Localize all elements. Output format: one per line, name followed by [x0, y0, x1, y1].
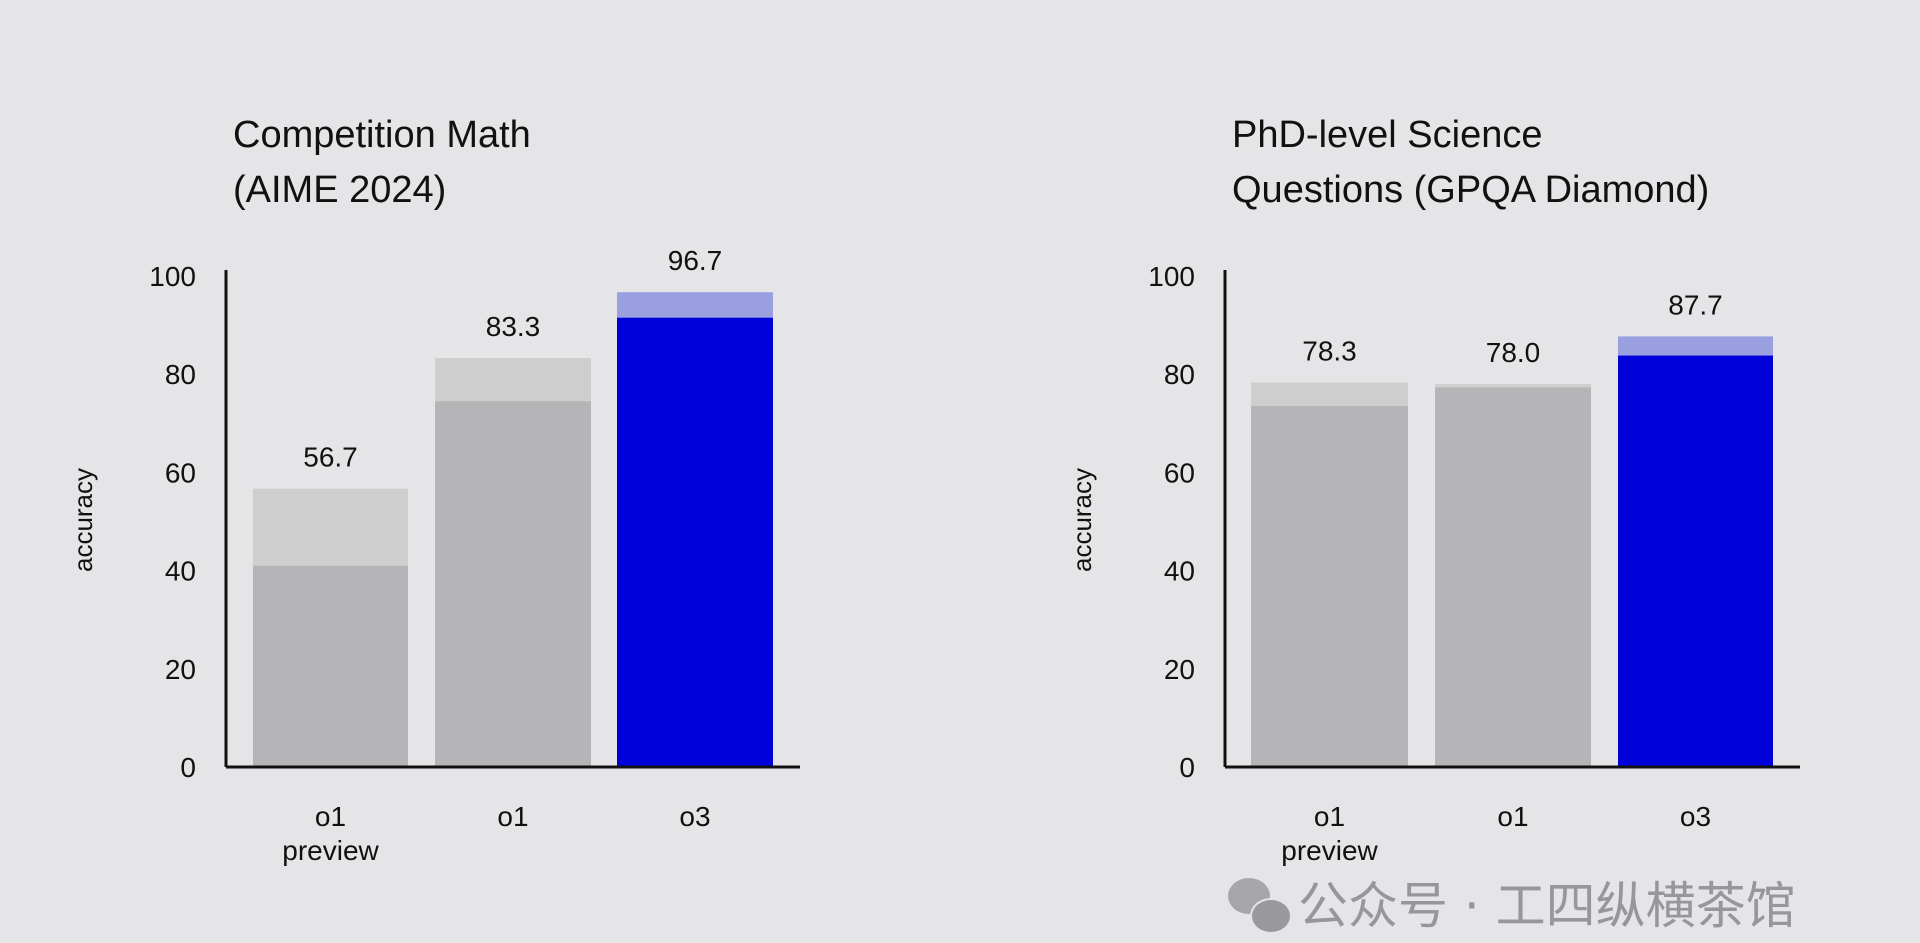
- y-tick-label: 60: [165, 457, 196, 488]
- y-axis-label: accuracy: [68, 468, 98, 572]
- y-axis-label: accuracy: [1067, 468, 1097, 572]
- y-tick-label: 0: [180, 752, 196, 783]
- chart-title: Questions (GPQA Diamond): [1232, 169, 1709, 211]
- bar-inner: [253, 565, 408, 767]
- chart-title: PhD-level Science: [1232, 114, 1542, 156]
- y-tick-label: 80: [165, 359, 196, 390]
- y-tick-label: 40: [165, 556, 196, 587]
- bar-inner: [1251, 406, 1408, 767]
- bar-inner: [617, 317, 773, 767]
- x-tick-label: o3: [1680, 801, 1711, 832]
- x-tick-label: o1: [1314, 801, 1345, 832]
- data-label: 78.3: [1302, 336, 1357, 367]
- x-tick-label: o1: [315, 801, 346, 832]
- x-tick-label: o1: [1497, 801, 1528, 832]
- data-label: 83.3: [486, 311, 541, 342]
- y-tick-label: 80: [1164, 359, 1195, 390]
- y-tick-label: 20: [1164, 654, 1195, 685]
- chart-1: Competition Math (AIME 2024) accuracy 0 20 40…: [68, 114, 800, 866]
- x-tick-label: o1: [497, 801, 528, 832]
- data-label: 56.7: [303, 442, 358, 473]
- y-tick-label: 100: [149, 261, 196, 292]
- wechat-icon: [1228, 878, 1292, 934]
- chart-title: Competition Math: [233, 114, 531, 156]
- bar-inner: [435, 401, 591, 767]
- x-tick-label: o3: [679, 801, 710, 832]
- y-tick-label: 20: [165, 654, 196, 685]
- chart-2: PhD-level Science Questions (GPQA Diamond…: [1067, 114, 1800, 866]
- y-tick-label: 60: [1164, 457, 1195, 488]
- x-tick-label: preview: [1281, 835, 1378, 866]
- bar-inner: [1435, 387, 1591, 767]
- bar-inner: [1618, 355, 1773, 767]
- watermark-text: 公众号 · 工四纵横茶馆: [1298, 877, 1796, 935]
- y-tick-label: 40: [1164, 556, 1195, 587]
- x-tick-label: preview: [282, 835, 379, 866]
- y-tick-label: 0: [1179, 752, 1195, 783]
- data-label: 78.0: [1486, 337, 1541, 368]
- chart-title: (AIME 2024): [233, 169, 446, 211]
- data-label: 96.7: [668, 245, 723, 276]
- y-tick-label: 100: [1148, 261, 1195, 292]
- data-label: 87.7: [1668, 289, 1723, 320]
- watermark: 公众号 · 工四纵横茶馆: [1228, 878, 1796, 934]
